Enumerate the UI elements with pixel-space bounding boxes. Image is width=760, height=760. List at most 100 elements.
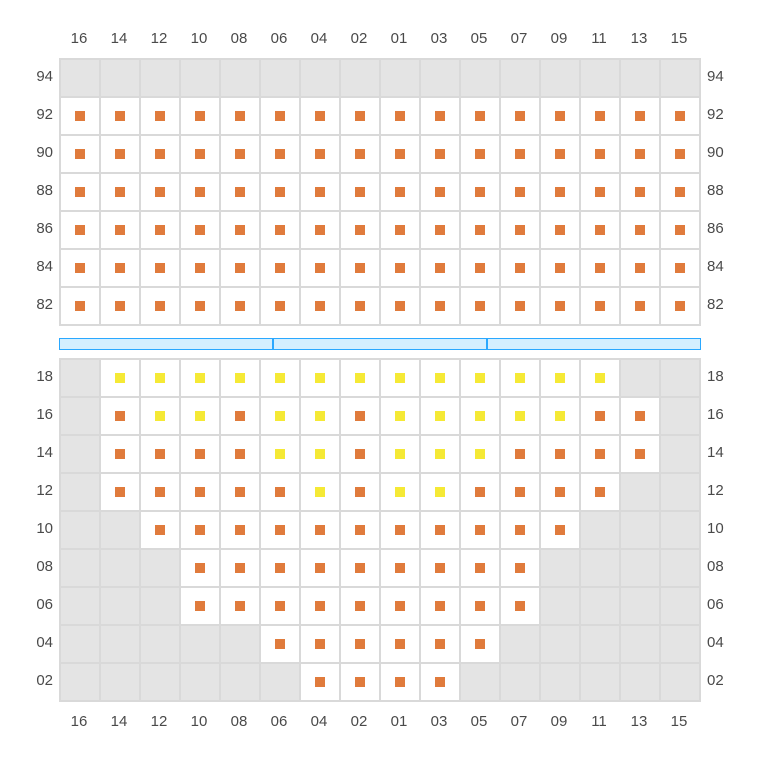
seat-cell[interactable] bbox=[220, 435, 260, 473]
seat-cell[interactable] bbox=[300, 211, 340, 249]
seat-cell[interactable] bbox=[460, 173, 500, 211]
seat-cell[interactable] bbox=[60, 287, 100, 325]
seat-cell[interactable] bbox=[420, 359, 460, 397]
seat-cell[interactable] bbox=[580, 249, 620, 287]
seat-cell[interactable] bbox=[260, 435, 300, 473]
seat-cell[interactable] bbox=[300, 663, 340, 701]
seat-cell[interactable] bbox=[500, 397, 540, 435]
seat-cell[interactable] bbox=[340, 587, 380, 625]
seat-cell[interactable] bbox=[260, 97, 300, 135]
seat-cell[interactable] bbox=[100, 473, 140, 511]
seat-cell[interactable] bbox=[380, 287, 420, 325]
seat-cell[interactable] bbox=[100, 173, 140, 211]
seat-cell[interactable] bbox=[180, 135, 220, 173]
seat-cell[interactable] bbox=[260, 473, 300, 511]
seat-cell[interactable] bbox=[220, 473, 260, 511]
seat-cell[interactable] bbox=[140, 397, 180, 435]
seat-cell[interactable] bbox=[60, 135, 100, 173]
seat-cell[interactable] bbox=[180, 397, 220, 435]
seat-cell[interactable] bbox=[140, 359, 180, 397]
seat-cell[interactable] bbox=[660, 287, 700, 325]
seat-cell[interactable] bbox=[540, 211, 580, 249]
seat-cell[interactable] bbox=[380, 359, 420, 397]
seat-cell[interactable] bbox=[540, 397, 580, 435]
seat-cell[interactable] bbox=[660, 249, 700, 287]
seat-cell[interactable] bbox=[500, 135, 540, 173]
seat-cell[interactable] bbox=[180, 359, 220, 397]
seat-cell[interactable] bbox=[460, 587, 500, 625]
seat-cell[interactable] bbox=[260, 511, 300, 549]
seat-cell[interactable] bbox=[180, 173, 220, 211]
seat-cell[interactable] bbox=[380, 663, 420, 701]
seat-cell[interactable] bbox=[540, 511, 580, 549]
seat-cell[interactable] bbox=[460, 473, 500, 511]
seat-cell[interactable] bbox=[580, 287, 620, 325]
seat-cell[interactable] bbox=[580, 211, 620, 249]
seat-cell[interactable] bbox=[260, 135, 300, 173]
seat-cell[interactable] bbox=[460, 549, 500, 587]
seat-cell[interactable] bbox=[580, 135, 620, 173]
seat-cell[interactable] bbox=[460, 135, 500, 173]
seat-cell[interactable] bbox=[220, 549, 260, 587]
seat-cell[interactable] bbox=[580, 397, 620, 435]
seat-cell[interactable] bbox=[620, 135, 660, 173]
seat-cell[interactable] bbox=[380, 97, 420, 135]
seat-cell[interactable] bbox=[660, 173, 700, 211]
seat-cell[interactable] bbox=[140, 173, 180, 211]
seat-cell[interactable] bbox=[500, 249, 540, 287]
seat-cell[interactable] bbox=[220, 249, 260, 287]
seat-cell[interactable] bbox=[500, 587, 540, 625]
seat-cell[interactable] bbox=[540, 97, 580, 135]
seat-cell[interactable] bbox=[500, 97, 540, 135]
seat-cell[interactable] bbox=[420, 663, 460, 701]
seat-cell[interactable] bbox=[140, 135, 180, 173]
seat-cell[interactable] bbox=[620, 249, 660, 287]
seat-cell[interactable] bbox=[420, 473, 460, 511]
seat-cell[interactable] bbox=[620, 97, 660, 135]
seat-cell[interactable] bbox=[300, 135, 340, 173]
seat-cell[interactable] bbox=[100, 135, 140, 173]
seat-cell[interactable] bbox=[340, 97, 380, 135]
seat-cell[interactable] bbox=[420, 173, 460, 211]
seat-cell[interactable] bbox=[420, 211, 460, 249]
seat-cell[interactable] bbox=[380, 249, 420, 287]
seat-cell[interactable] bbox=[140, 211, 180, 249]
seat-cell[interactable] bbox=[380, 135, 420, 173]
seat-cell[interactable] bbox=[220, 287, 260, 325]
seat-cell[interactable] bbox=[420, 587, 460, 625]
seat-cell[interactable] bbox=[220, 211, 260, 249]
seat-cell[interactable] bbox=[660, 135, 700, 173]
seat-cell[interactable] bbox=[100, 397, 140, 435]
seat-cell[interactable] bbox=[300, 397, 340, 435]
seat-cell[interactable] bbox=[380, 625, 420, 663]
seat-cell[interactable] bbox=[260, 587, 300, 625]
seat-cell[interactable] bbox=[660, 211, 700, 249]
seat-cell[interactable] bbox=[220, 359, 260, 397]
seat-cell[interactable] bbox=[500, 287, 540, 325]
seat-cell[interactable] bbox=[500, 173, 540, 211]
seat-cell[interactable] bbox=[60, 97, 100, 135]
seat-cell[interactable] bbox=[300, 359, 340, 397]
seat-cell[interactable] bbox=[660, 97, 700, 135]
seat-cell[interactable] bbox=[340, 435, 380, 473]
seat-cell[interactable] bbox=[180, 287, 220, 325]
seat-cell[interactable] bbox=[180, 211, 220, 249]
seat-cell[interactable] bbox=[340, 249, 380, 287]
seat-cell[interactable] bbox=[260, 549, 300, 587]
seat-cell[interactable] bbox=[420, 549, 460, 587]
seat-cell[interactable] bbox=[220, 97, 260, 135]
seat-cell[interactable] bbox=[500, 511, 540, 549]
seat-cell[interactable] bbox=[460, 397, 500, 435]
seat-cell[interactable] bbox=[540, 287, 580, 325]
seat-cell[interactable] bbox=[580, 173, 620, 211]
seat-cell[interactable] bbox=[500, 473, 540, 511]
seat-cell[interactable] bbox=[220, 397, 260, 435]
seat-cell[interactable] bbox=[100, 359, 140, 397]
seat-cell[interactable] bbox=[220, 587, 260, 625]
seat-cell[interactable] bbox=[620, 435, 660, 473]
seat-cell[interactable] bbox=[420, 135, 460, 173]
seat-cell[interactable] bbox=[100, 287, 140, 325]
seat-cell[interactable] bbox=[380, 397, 420, 435]
seat-cell[interactable] bbox=[180, 511, 220, 549]
seat-cell[interactable] bbox=[140, 435, 180, 473]
